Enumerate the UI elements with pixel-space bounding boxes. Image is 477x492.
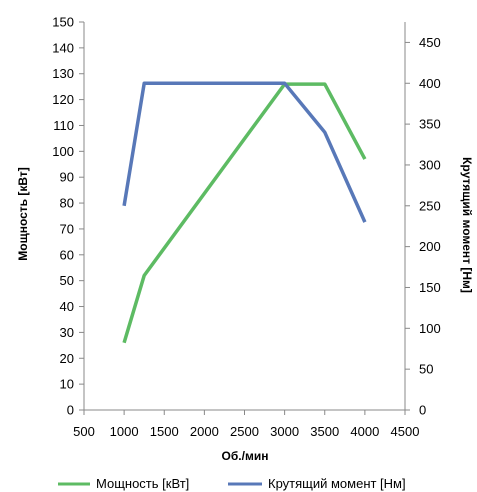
x-tick-label: 500 <box>73 424 95 439</box>
x-tick-label: 4500 <box>391 424 420 439</box>
y-right-tick-label: 300 <box>419 157 441 172</box>
series-line-torque <box>122 81 367 223</box>
y-right-tick-label: 450 <box>419 35 441 50</box>
legend-label-torque: Крутящий момент [Нм] <box>268 476 406 491</box>
y-left-tick-label: 140 <box>52 40 74 55</box>
y-right-tick-label: 200 <box>419 239 441 254</box>
y-right-tick-label: 150 <box>419 280 441 295</box>
y-left-tick-label: 50 <box>60 273 74 288</box>
y-right-tick-label: 250 <box>419 198 441 213</box>
y-left-tick-label: 130 <box>52 66 74 81</box>
y-left-tick-label: 70 <box>60 221 74 236</box>
y-axis-left-label: Мощность [кВт] <box>16 167 30 261</box>
y-left-tick-label: 110 <box>53 118 74 133</box>
y-left-tick-label: 120 <box>52 92 74 107</box>
legend: Мощность [кВт] Крутящий момент [Нм] <box>58 476 406 491</box>
x-tick-label: 4000 <box>350 424 379 439</box>
x-tick-label: 2000 <box>190 424 219 439</box>
y-left-tick-label: 100 <box>52 144 74 159</box>
x-tick-label: 1000 <box>110 424 139 439</box>
tick-labels: 0102030405060708090100110120130140150050… <box>52 15 440 440</box>
y-left-tick-label: 0 <box>67 403 74 418</box>
y-left-tick-label: 40 <box>60 299 74 314</box>
y-right-tick-label: 100 <box>419 321 441 336</box>
series-line-power <box>122 82 367 344</box>
y-axis-right-label: Крутящий момент [Нм] <box>460 157 474 293</box>
x-tick-label: 1500 <box>150 424 179 439</box>
x-axis-label: Об./мин <box>222 449 269 463</box>
y-right-tick-label: 50 <box>419 362 433 377</box>
y-left-tick-label: 20 <box>60 351 74 366</box>
series-lines <box>122 81 367 344</box>
x-tick-label: 2500 <box>230 424 259 439</box>
y-left-tick-label: 150 <box>52 15 74 30</box>
y-right-tick-label: 0 <box>419 403 426 418</box>
y-right-tick-label: 400 <box>419 76 441 91</box>
y-right-tick-label: 350 <box>419 117 441 132</box>
x-tick-label: 3000 <box>270 424 299 439</box>
axes <box>79 21 410 415</box>
y-left-tick-label: 90 <box>60 170 74 185</box>
x-tick-label: 3500 <box>310 424 339 439</box>
legend-label-power: Мощность [кВт] <box>96 476 189 491</box>
y-left-tick-label: 10 <box>60 377 74 392</box>
y-left-tick-label: 30 <box>60 325 74 340</box>
y-left-tick-label: 60 <box>60 247 74 262</box>
y-left-tick-label: 80 <box>60 196 74 211</box>
